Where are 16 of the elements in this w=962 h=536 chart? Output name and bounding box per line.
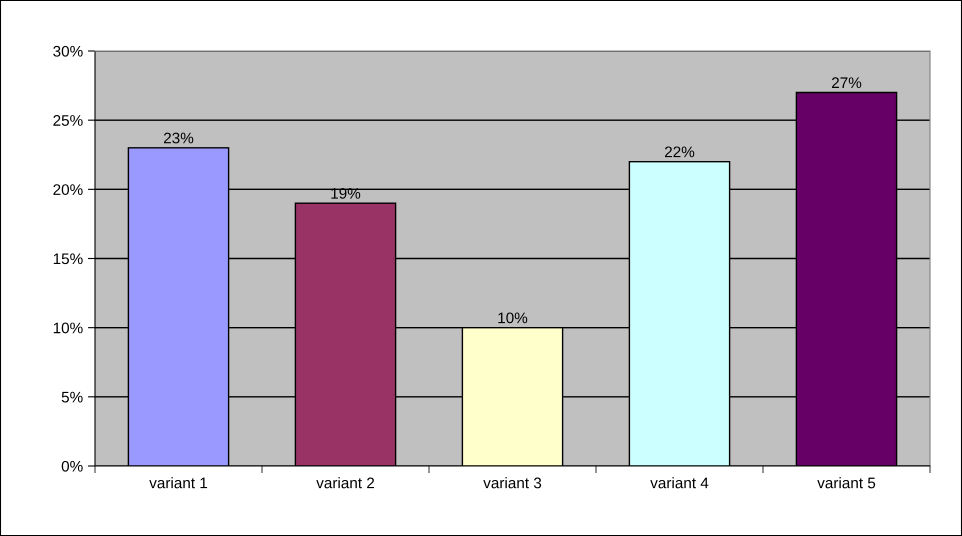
y-tick-label: 20%: [53, 184, 83, 196]
y-tick-label: 15%: [54, 253, 83, 264]
y-tick-label: 25%: [53, 115, 83, 126]
data-label: 22%: [664, 146, 694, 158]
y-tick-label: 5%: [62, 392, 83, 403]
x-tick-label: variant 2: [316, 477, 374, 488]
y-tick-label: 0%: [62, 460, 83, 472]
y-tick-label: 10%: [54, 322, 83, 334]
data-label: 27%: [832, 77, 862, 88]
y-tick-label: 30%: [53, 46, 83, 57]
data-label: 10%: [498, 312, 528, 324]
x-tick-label: variant 4: [650, 477, 708, 488]
x-tick-label: variant 3: [483, 477, 542, 488]
x-tick-label: variant 1: [149, 477, 208, 488]
data-label: 23%: [164, 132, 194, 144]
x-tick-label: variant 5: [817, 477, 876, 488]
